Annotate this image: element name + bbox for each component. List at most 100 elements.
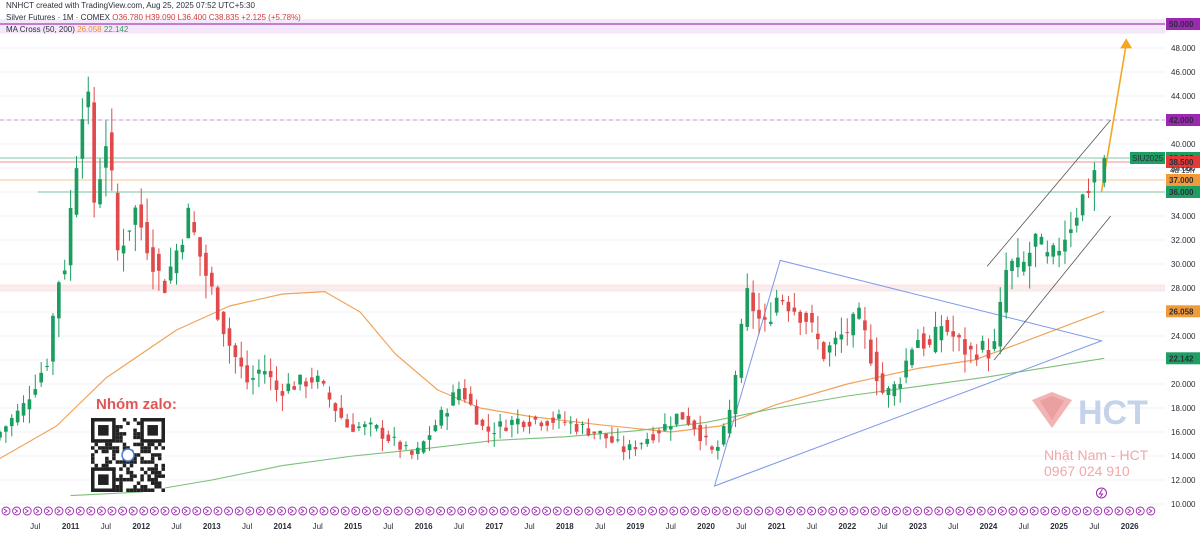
chevron-right-icon: [364, 508, 369, 514]
chevron-right-icon: [1053, 508, 1058, 514]
x-tick-label: 2023: [909, 522, 927, 531]
price-tag: [1166, 156, 1200, 168]
price-axis[interactable]: 10.00012.00014.00016.00018.00020.00022.0…: [1130, 18, 1200, 509]
event-marker-icon: [881, 506, 891, 516]
candle-body: [745, 288, 750, 327]
event-marker-icon: [425, 506, 435, 516]
qr-cell: [91, 453, 95, 457]
candle-body: [733, 375, 738, 415]
chevron-right-icon: [607, 508, 612, 514]
chevron-right-icon: [130, 508, 135, 514]
qr-cell: [108, 460, 113, 464]
event-marker-icon: [955, 506, 965, 516]
candle-body: [368, 422, 373, 425]
qr-cell: [105, 460, 109, 464]
qr-cell: [140, 446, 144, 450]
y-tick-label: 16.000: [1171, 428, 1196, 437]
candle-body: [80, 119, 85, 159]
candle-body: [315, 375, 320, 382]
event-marker-icon: [1072, 506, 1082, 516]
qr-cell: [91, 446, 95, 450]
candlesticks[interactable]: [0, 76, 1107, 461]
qr-cell: [154, 474, 158, 478]
candle-body: [1033, 233, 1038, 247]
chevron-right-icon: [194, 508, 199, 514]
candle-body: [151, 247, 155, 272]
chevron-right-icon: [226, 508, 231, 514]
candle-body: [939, 326, 944, 341]
event-markers-row[interactable]: [1, 487, 1156, 516]
candle-body: [510, 419, 514, 425]
candle-body: [180, 244, 185, 253]
qr-cell: [126, 446, 130, 450]
candle-body: [810, 312, 814, 323]
candle-body: [639, 443, 644, 445]
candle-body: [227, 328, 232, 346]
candle-body: [539, 422, 544, 427]
qr-cell: [119, 474, 123, 478]
event-marker-icon: [626, 506, 636, 516]
y-tick-label: 12.000: [1171, 476, 1196, 485]
candle-body: [963, 339, 967, 355]
chevron-right-icon: [1042, 508, 1047, 514]
qr-cell: [133, 453, 137, 457]
chevron-right-icon: [1074, 508, 1079, 514]
event-marker-icon: [149, 506, 159, 516]
candle-body: [15, 410, 20, 423]
event-marker-icon: [902, 506, 912, 516]
chevron-right-icon: [830, 508, 835, 514]
qr-cell: [161, 467, 165, 471]
event-marker-icon: [1050, 506, 1060, 516]
qr-cell: [140, 467, 144, 471]
chevron-right-icon: [1021, 508, 1026, 514]
event-marker-icon: [1082, 506, 1092, 516]
time-axis[interactable]: Jul 2011 Jul 2012 Jul 2013 Jul 2014 Jul 2015 Jul 20…: [30, 522, 1139, 531]
event-marker-icon: [224, 506, 234, 516]
candle-body: [1039, 236, 1044, 245]
qr-cell: [112, 453, 116, 457]
chevron-right-icon: [629, 508, 634, 514]
qr-cell: [140, 442, 144, 447]
candle-body: [245, 365, 249, 383]
event-marker-icon: [308, 506, 318, 516]
candle-body: [115, 192, 120, 251]
qr-cell: [133, 442, 137, 447]
event-marker-icon: [605, 506, 615, 516]
chevron-right-icon: [3, 508, 8, 514]
candle-body: [280, 391, 285, 396]
qr-cell: [143, 449, 148, 454]
candle-body: [751, 292, 755, 312]
qr-cell: [133, 432, 137, 436]
y-tick-label: 28.000: [1171, 284, 1196, 293]
event-marker-icon: [171, 506, 181, 516]
event-marker-icon: [298, 506, 308, 516]
candle-body: [527, 421, 532, 427]
candle-body: [974, 354, 979, 360]
candle-body: [1051, 245, 1056, 257]
event-marker-icon: [817, 506, 827, 516]
qr-cell: [140, 477, 144, 482]
channel-lower-line: [993, 215, 1111, 361]
x-tick-label: 2026: [1121, 522, 1139, 531]
chevron-right-icon: [501, 508, 506, 514]
y-tick-label: 30.000: [1171, 260, 1196, 269]
event-marker-icon: [796, 506, 806, 516]
qr-cell: [154, 467, 158, 471]
candle-body: [621, 446, 626, 453]
chevron-right-icon: [841, 508, 846, 514]
chevron-right-icon: [24, 508, 29, 514]
candle-body: [604, 433, 608, 439]
qr-cell: [108, 446, 113, 450]
candle-body: [1069, 229, 1073, 234]
indicator-line[interactable]: MA Cross (50, 200) 26.058 22.142: [6, 25, 128, 34]
event-marker-icon: [107, 506, 117, 516]
qr-cell: [147, 442, 151, 447]
candle-body: [1021, 261, 1026, 272]
candle-body: [521, 421, 526, 428]
candle-body: [574, 424, 579, 432]
qr-cell: [115, 439, 120, 443]
event-marker-icon: [510, 506, 520, 516]
event-marker-icon: [255, 506, 265, 516]
chevron-right-icon: [342, 508, 347, 514]
